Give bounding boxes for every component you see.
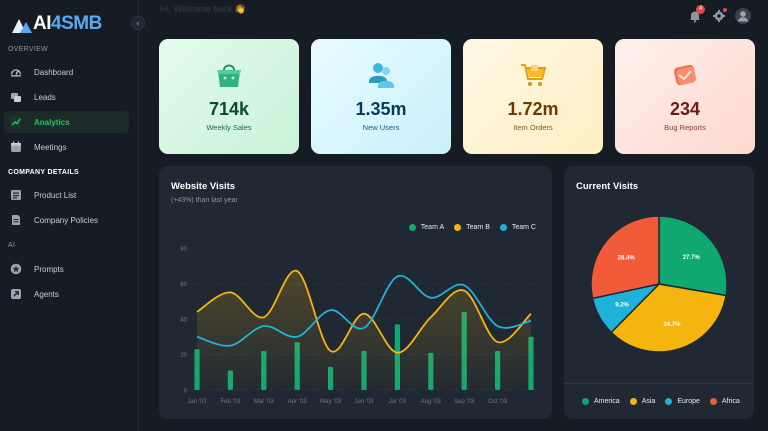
mountain-logo-icon xyxy=(12,19,32,33)
stat-label: New Users xyxy=(362,123,400,132)
analytics-icon xyxy=(10,116,22,128)
panel-subtitle: (+43%) than last year xyxy=(171,197,238,204)
y-tick-label: 20 xyxy=(180,353,187,359)
bell-icon[interactable] xyxy=(688,9,702,23)
pie-value-label: 27.7% xyxy=(683,255,701,261)
legend-divider xyxy=(564,383,754,384)
section-label-ai: AI xyxy=(8,242,16,249)
y-tick-label: 80 xyxy=(180,247,187,253)
pie-legend: America Asia Europe Africa xyxy=(582,398,740,405)
x-tick-label: Jan '03 xyxy=(187,399,207,405)
stat-card-new-users: 1.35m New Users xyxy=(311,39,451,154)
chevron-left-icon: ‹ xyxy=(136,18,140,28)
chart-legend: Team A Team B Team C xyxy=(408,224,536,231)
legend-team-a[interactable]: Team A xyxy=(408,224,444,231)
y-tick-label: 40 xyxy=(180,318,187,324)
brand-name: AI4SMB xyxy=(33,13,102,34)
x-tick-label: Oct '03 xyxy=(488,399,507,405)
shopping-cart-icon xyxy=(521,64,547,86)
current-visits-pie-chart: 27.7% 34.7% 9.2% 28.4% xyxy=(590,215,728,353)
legend-america[interactable]: America xyxy=(582,398,620,405)
section-label-company-details: COMPANY DETAILS xyxy=(8,169,80,176)
panel-title: Current Visits xyxy=(576,181,639,192)
x-tick-label: Apr '03 xyxy=(288,399,307,405)
notification-badge: 4 xyxy=(696,5,705,14)
collapse-sidebar-button[interactable]: ‹ xyxy=(131,16,145,30)
pie-slice-africa[interactable] xyxy=(590,215,660,300)
x-tick-label: Jul '03 xyxy=(389,399,407,405)
calendar-icon xyxy=(10,141,22,153)
page-greeting: Hi, Welcome back 👋 xyxy=(160,4,247,14)
sidebar-item-label: Dashboard xyxy=(34,67,74,77)
x-tick-label: May '03 xyxy=(320,399,341,405)
leads-icon xyxy=(10,91,22,103)
sidebar-item-analytics[interactable]: Analytics xyxy=(4,111,129,133)
sidebar-item-label: Product List xyxy=(34,190,77,200)
stat-value: 234 xyxy=(669,99,701,119)
pie-value-label: 9.2% xyxy=(615,302,629,308)
stat-label: Bug Reports xyxy=(664,123,706,132)
shopping-bag-icon xyxy=(217,64,241,87)
stat-label: Weekly Sales xyxy=(206,123,252,132)
stat-card-bug-reports: 234 Bug Reports xyxy=(615,39,755,154)
product-list-icon xyxy=(10,189,22,201)
stat-value: 1.35m xyxy=(355,99,407,119)
x-tick-label: Aug '03 xyxy=(421,399,442,405)
pie-value-label: 28.4% xyxy=(618,256,636,262)
pie-slice-asia[interactable] xyxy=(610,283,727,353)
sidebar-item-label: Agents xyxy=(34,289,59,299)
line-team-b xyxy=(196,270,532,354)
arrow-box-icon xyxy=(10,288,22,300)
sidebar-item-prompts[interactable]: Prompts xyxy=(4,258,129,280)
legend-asia[interactable]: Asia xyxy=(629,398,655,405)
stat-value: 714k xyxy=(208,99,250,119)
bug-report-icon xyxy=(674,64,696,86)
pie-value-label: 34.7% xyxy=(663,322,681,328)
legend-africa[interactable]: Africa xyxy=(709,398,740,405)
y-tick-label: 0 xyxy=(184,389,188,395)
sidebar-item-label: Leads xyxy=(34,92,56,102)
settings-gear-icon[interactable] xyxy=(712,9,726,23)
star-badge-icon xyxy=(10,263,22,275)
stat-card-item-orders: 1.72m Item Orders xyxy=(463,39,603,154)
section-label-overview: OVERVIEW xyxy=(8,46,49,53)
legend-team-c[interactable]: Team C xyxy=(499,224,536,231)
y-tick-label: 60 xyxy=(180,282,187,288)
sidebar-item-product-list[interactable]: Product List xyxy=(4,184,129,206)
sidebar-item-label: Prompts xyxy=(34,264,64,274)
website-visits-chart: 0 20 40 60 80 Jan '03 Feb '03 Mar '03 Apr '03 May… xyxy=(180,247,537,405)
document-icon xyxy=(10,214,22,226)
user-avatar[interactable] xyxy=(735,8,751,24)
sidebar-item-agents[interactable]: Agents xyxy=(4,283,129,305)
sidebar-item-label: Meetings xyxy=(34,142,67,152)
sidebar: AI4SMB OVERVIEW Dashboard Leads Analytic… xyxy=(0,0,139,431)
legend-europe[interactable]: Europe xyxy=(665,398,700,405)
x-tick-label: Sep '03 xyxy=(454,399,475,405)
website-visits-panel: Website Visits (+43%) than last year Tea… xyxy=(159,166,552,419)
pie-slice-america[interactable] xyxy=(658,215,728,297)
panel-title: Website Visits xyxy=(171,181,236,192)
current-visits-panel: Current Visits 27.7% 34.7% 9.2% 28.4% Ameri… xyxy=(564,166,754,419)
sidebar-item-label: Analytics xyxy=(34,117,70,127)
sidebar-item-company-policies[interactable]: Company Policies xyxy=(4,209,129,231)
users-icon xyxy=(369,63,394,88)
legend-team-b[interactable]: Team B xyxy=(454,224,490,231)
stat-card-weekly-sales: 714k Weekly Sales xyxy=(159,39,299,154)
stat-label: Item Orders xyxy=(513,123,553,132)
stat-value: 1.72m xyxy=(507,99,559,119)
x-tick-label: Mar '03 xyxy=(254,399,274,405)
settings-status-dot xyxy=(723,8,727,12)
sidebar-item-label: Company Policies xyxy=(34,215,99,225)
line-team-c xyxy=(196,274,532,347)
x-tick-label: Feb '03 xyxy=(220,399,240,405)
sidebar-item-dashboard[interactable]: Dashboard xyxy=(4,61,129,83)
area-team-b xyxy=(197,270,531,390)
user-icon xyxy=(738,11,748,22)
dashboard-icon xyxy=(10,66,22,78)
sidebar-item-meetings[interactable]: Meetings xyxy=(4,136,129,158)
x-tick-label: Jun '03 xyxy=(354,399,374,405)
brand-logo[interactable]: AI4SMB xyxy=(11,13,102,35)
sidebar-item-leads[interactable]: Leads xyxy=(4,86,129,108)
